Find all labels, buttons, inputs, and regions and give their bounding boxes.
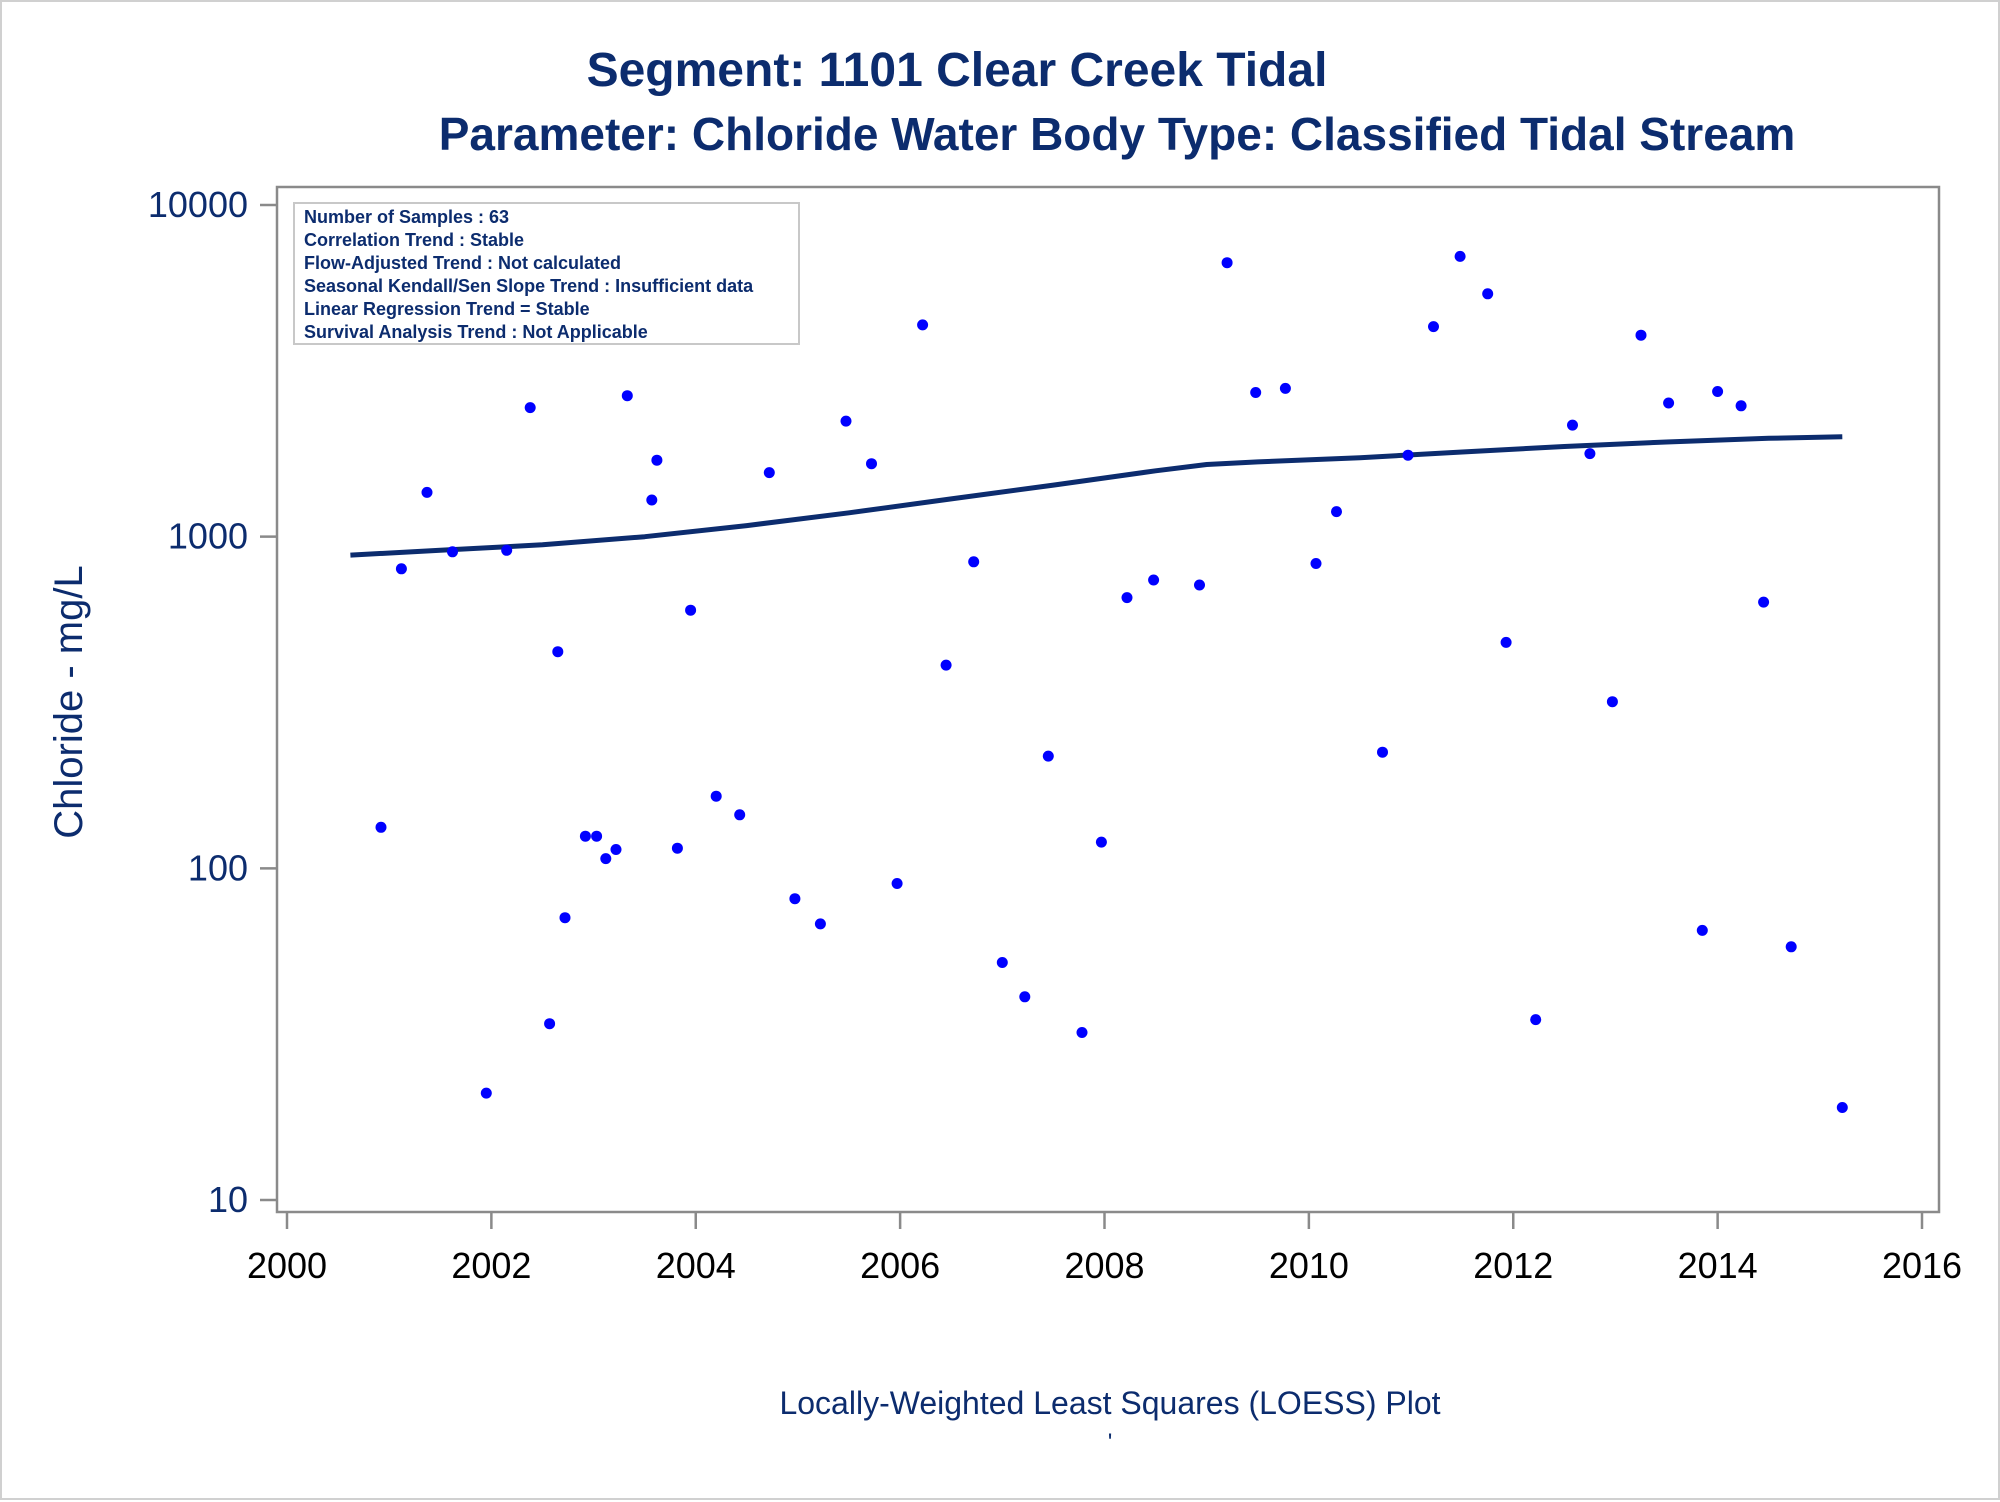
data-point bbox=[866, 458, 877, 470]
y-axis: 10 100 1000 10000 bbox=[148, 184, 277, 1220]
data-point bbox=[917, 319, 929, 331]
data-point bbox=[996, 957, 1008, 968]
data-point bbox=[789, 893, 801, 905]
data-point bbox=[940, 659, 952, 671]
data-point bbox=[559, 912, 571, 924]
stat-linear-regression-trend: Linear Regression Trend = Stable bbox=[304, 299, 590, 319]
data-point bbox=[891, 878, 903, 889]
data-point bbox=[814, 918, 826, 930]
data-point bbox=[1735, 400, 1747, 412]
data-point bbox=[501, 544, 513, 556]
stat-correlation-trend: Correlation Trend : Stable bbox=[304, 230, 524, 250]
data-point bbox=[447, 546, 458, 558]
data-point bbox=[1194, 579, 1205, 591]
data-point bbox=[1042, 750, 1054, 762]
data-point bbox=[621, 390, 633, 402]
data-point bbox=[1712, 386, 1724, 397]
data-point bbox=[1250, 387, 1262, 398]
y-tick-label: 10 bbox=[208, 1179, 248, 1220]
data-point bbox=[1221, 257, 1233, 269]
data-point bbox=[1402, 449, 1414, 461]
y-tick-label: 100 bbox=[188, 847, 248, 888]
data-point bbox=[591, 830, 603, 842]
data-point bbox=[685, 604, 697, 616]
data-point bbox=[763, 467, 775, 479]
data-point bbox=[1758, 596, 1770, 608]
x-tick-label: 2016 bbox=[1882, 1245, 1962, 1286]
stat-flow-adjusted-trend: Flow-Adjusted Trend : Not calculated bbox=[304, 253, 621, 273]
x-tick-label: 2010 bbox=[1269, 1245, 1349, 1286]
data-point bbox=[671, 842, 683, 854]
x-axis: 2000 2002 2004 2006 2008 2010 2012 2014 2016 bbox=[247, 1212, 1962, 1286]
y-tick-label: 1000 bbox=[168, 516, 248, 557]
x-tick-label: 2004 bbox=[656, 1245, 736, 1286]
data-point bbox=[1076, 1027, 1088, 1038]
data-point bbox=[1454, 250, 1466, 262]
data-point bbox=[1377, 746, 1388, 758]
data-point bbox=[1530, 1014, 1542, 1026]
data-point bbox=[1663, 397, 1675, 409]
data-point bbox=[1606, 696, 1618, 708]
data-point bbox=[600, 853, 612, 865]
data-point bbox=[1310, 558, 1322, 569]
y-axis-label: Chloride - mg/L bbox=[47, 565, 91, 838]
stat-seasonal-kendall-trend: Seasonal Kendall/Sen Slope Trend : Insuf… bbox=[304, 276, 754, 296]
x-tick-label: 2014 bbox=[1678, 1245, 1758, 1286]
stats-box: Number of Samples : 63 Correlation Trend… bbox=[293, 202, 800, 345]
data-point bbox=[840, 415, 852, 427]
data-point bbox=[421, 486, 433, 498]
data-point bbox=[375, 821, 387, 833]
data-point bbox=[646, 494, 658, 506]
data-point bbox=[524, 402, 536, 414]
data-point bbox=[968, 556, 980, 568]
data-point bbox=[544, 1018, 556, 1030]
data-point bbox=[552, 646, 564, 658]
data-point bbox=[1635, 329, 1647, 341]
data-point bbox=[651, 454, 663, 466]
stat-sample-count: Number of Samples : 63 bbox=[304, 207, 509, 227]
x-tick-label: 2000 bbox=[247, 1245, 327, 1286]
data-points bbox=[344, 250, 1848, 1113]
data-point bbox=[1785, 941, 1797, 953]
data-point bbox=[1500, 636, 1512, 648]
chart-subtitle: Parameter: Chloride Water Body Type: Cla… bbox=[439, 108, 1796, 160]
data-point bbox=[1836, 1102, 1848, 1113]
data-point bbox=[1121, 592, 1133, 604]
chart-caption: Locally-Weighted Least Squares (LOESS) P… bbox=[779, 1385, 1440, 1421]
chart-title: Segment: 1101 Clear Creek Tidal bbox=[587, 44, 1328, 97]
y-tick-label: 10000 bbox=[148, 184, 248, 225]
loess-line bbox=[350, 434, 1843, 558]
data-point bbox=[1095, 836, 1107, 848]
x-tick-label: 2012 bbox=[1473, 1245, 1553, 1286]
plot-area bbox=[275, 185, 1941, 1214]
data-point bbox=[710, 790, 722, 802]
data-point bbox=[1584, 448, 1596, 460]
data-point bbox=[1428, 321, 1439, 333]
data-point bbox=[1019, 991, 1031, 1003]
data-point bbox=[1567, 419, 1578, 431]
data-point bbox=[579, 830, 591, 842]
data-point bbox=[480, 1087, 492, 1099]
x-tick-label: 2008 bbox=[1064, 1245, 1144, 1286]
stat-survival-analysis-trend: Survival Analysis Trend : Not Applicable bbox=[304, 322, 648, 342]
data-point bbox=[734, 809, 746, 821]
x-tick-label: 2006 bbox=[860, 1245, 940, 1286]
data-point bbox=[395, 563, 407, 575]
data-point bbox=[610, 844, 622, 855]
data-point bbox=[1148, 574, 1160, 586]
data-point bbox=[1279, 382, 1291, 394]
caption-mark: ' bbox=[1108, 1429, 1113, 1456]
data-point bbox=[1331, 506, 1342, 518]
data-point bbox=[1696, 924, 1708, 936]
loess-layer bbox=[350, 434, 1843, 558]
x-tick-label: 2002 bbox=[451, 1245, 531, 1286]
data-point bbox=[1482, 288, 1494, 300]
